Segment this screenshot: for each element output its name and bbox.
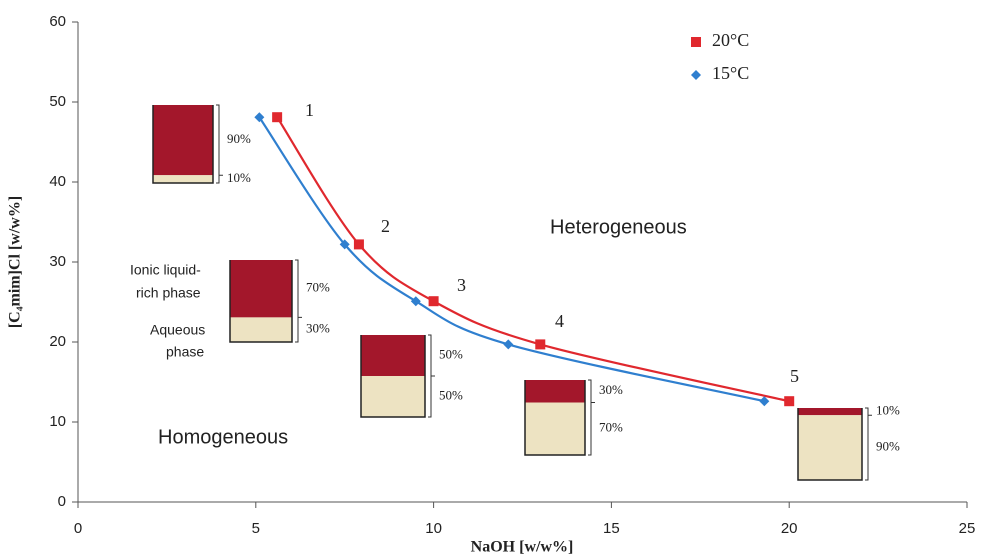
y-tick-label: 20 [49, 333, 66, 350]
ionic-liquid-phase [153, 105, 213, 175]
data-point [272, 112, 282, 122]
y-tick-label: 60 [49, 13, 66, 30]
x-tick-label: 20 [781, 520, 798, 537]
phase-label: 10% [876, 403, 900, 418]
x-tick-label: 15 [603, 520, 620, 537]
annotation: 5 [790, 366, 799, 386]
x-tick-label: 0 [74, 520, 82, 537]
annotation: Heterogeneous [550, 216, 687, 238]
phase-label: 30% [306, 321, 330, 336]
ionic-liquid-phase [230, 260, 292, 317]
annotation: Homogeneous [158, 426, 288, 448]
aqueous-phase [230, 317, 292, 342]
annotation: phase [166, 344, 204, 360]
legend-label: 15°C [712, 63, 749, 83]
annotation: Aqueous [150, 322, 205, 338]
x-axis-title: NaOH [w/w%] [471, 539, 574, 556]
ionic-liquid-phase [361, 335, 425, 376]
y-tick-label: 0 [58, 493, 66, 510]
phase-bracket [588, 380, 595, 455]
y-axis-title: [C₄mim]Cl [w/w%] [7, 196, 24, 328]
aqueous-phase [361, 376, 425, 417]
data-point [759, 396, 769, 406]
phase-label: 90% [227, 131, 251, 146]
aqueous-phase [798, 415, 862, 480]
phase-label: 10% [227, 170, 251, 185]
data-point [411, 296, 421, 306]
legend-marker [691, 37, 701, 47]
y-tick-label: 10 [49, 413, 66, 430]
phase-bracket [865, 408, 872, 480]
annotation: 1 [305, 100, 314, 120]
aqueous-phase [153, 175, 213, 183]
phase-bracket [428, 335, 435, 417]
annotation: 4 [555, 311, 564, 331]
data-point [354, 239, 364, 249]
chart: NaOH [w/w%] [C₄mim]Cl [w/w%] 01020304050… [0, 0, 982, 559]
x-tick-label: 5 [252, 520, 260, 537]
annotation: rich phase [136, 285, 201, 301]
annotation: 2 [381, 216, 390, 236]
legend-label: 20°C [712, 30, 749, 50]
data-point [429, 296, 439, 306]
y-tick-label: 40 [49, 173, 66, 190]
series-line [277, 117, 789, 401]
phase-bracket [216, 105, 223, 183]
ionic-liquid-phase [798, 408, 862, 415]
ionic-liquid-phase [525, 380, 585, 403]
phase-label: 30% [599, 382, 623, 397]
y-tick-label: 30 [49, 253, 66, 270]
phase-bracket [295, 260, 302, 342]
annotation: Ionic liquid- [130, 262, 201, 278]
data-point [503, 339, 513, 349]
data-point [535, 339, 545, 349]
phase-label: 50% [439, 346, 463, 361]
phase-label: 70% [306, 280, 330, 295]
phase-label: 90% [876, 439, 900, 454]
series-line [259, 117, 764, 401]
y-tick-label: 50 [49, 93, 66, 110]
phase-label: 70% [599, 420, 623, 435]
data-point [784, 396, 794, 406]
annotation: 3 [457, 275, 466, 295]
aqueous-phase [525, 403, 585, 456]
x-tick-label: 10 [425, 520, 442, 537]
phase-label: 50% [439, 387, 463, 402]
legend-marker [691, 70, 701, 80]
x-tick-label: 25 [959, 520, 976, 537]
